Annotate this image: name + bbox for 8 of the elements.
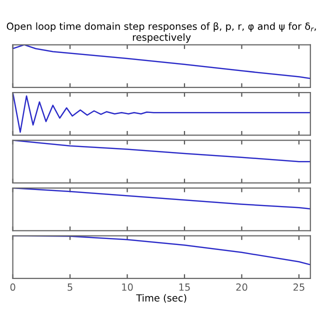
x-tick-label: 5 bbox=[68, 284, 72, 291]
x-axis-title: Time (sec) bbox=[136, 294, 186, 303]
x-tick-label: 0 bbox=[10, 283, 16, 291]
chart-title: Open loop time domain step responses of β, p, r, φ and ψ for δ$_{r}$, respectively bbox=[6, 22, 316, 43]
x-tick-label: 15 bbox=[179, 284, 190, 291]
x-tick-label: 20 bbox=[236, 283, 248, 291]
x-tick-label: 10 bbox=[122, 283, 133, 291]
x-tick-label: 25 bbox=[293, 283, 304, 291]
